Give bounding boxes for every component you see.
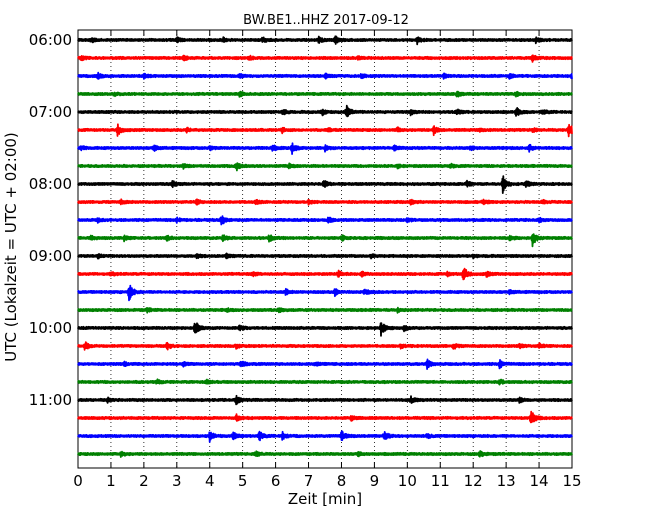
y-tick-label: 06:00: [29, 31, 72, 49]
x-tick-label: 13: [497, 472, 516, 490]
seismic-trace: [77, 410, 573, 424]
seismic-trace: [77, 54, 573, 63]
seismic-trace: [77, 123, 573, 138]
seismic-trace: [77, 215, 573, 226]
x-tick-labels: 0 1 2 3 4 5 6 7 8 9 10 11 12 13 14 15: [73, 472, 581, 490]
grid-lines: [110, 30, 540, 468]
y-tick-label: 08:00: [29, 175, 72, 193]
plot-frame: [77, 29, 573, 469]
x-tick-label: 5: [238, 472, 248, 490]
seismic-trace: [77, 142, 573, 156]
seismic-trace: [77, 322, 573, 337]
x-tick-label: 3: [172, 472, 182, 490]
seismic-trace: [77, 450, 573, 458]
x-tick-label: 9: [370, 472, 380, 490]
x-tick-label: 4: [205, 472, 215, 490]
x-tick-label: 6: [271, 472, 281, 490]
seismic-trace: [77, 90, 573, 98]
x-axis-label: Zeit [min]: [288, 490, 362, 508]
trace-group: [77, 35, 573, 458]
seismic-trace: [77, 267, 573, 281]
axis-ticks: [77, 30, 573, 468]
seismic-trace: [77, 233, 573, 248]
y-tick-labels: 06:00 07:00 08:00 09:00 10:00 11:00: [29, 31, 72, 409]
x-tick-label: 14: [530, 472, 549, 490]
seismic-trace: [77, 104, 573, 118]
seismic-trace: [77, 175, 573, 195]
seismic-trace: [77, 284, 573, 302]
x-tick-label: 12: [464, 472, 483, 490]
x-tick-label: 15: [562, 472, 581, 490]
seismic-trace: [77, 252, 573, 260]
x-tick-label: 2: [139, 472, 149, 490]
chart-title: BW.BE1..HHZ 2017-09-12: [243, 13, 409, 28]
seismic-trace: [77, 394, 573, 406]
x-tick-label: 10: [398, 472, 417, 490]
y-tick-label: 11:00: [29, 391, 72, 409]
x-tick-label: 7: [304, 472, 314, 490]
x-tick-label: 11: [431, 472, 450, 490]
y-tick-label: 09:00: [29, 247, 72, 265]
x-tick-label: 1: [106, 472, 116, 490]
seismic-trace: [77, 306, 573, 314]
seismic-trace: [77, 430, 573, 443]
seismic-trace: [77, 162, 573, 172]
y-tick-label: 07:00: [29, 103, 72, 121]
seismic-trace: [77, 358, 573, 371]
seismic-trace: [77, 71, 573, 80]
seismic-trace: [77, 198, 573, 206]
x-tick-label: 8: [337, 472, 347, 490]
seismic-trace: [77, 341, 573, 351]
seismic-trace: [77, 35, 573, 46]
seismic-trace: [77, 378, 573, 386]
y-axis-label: UTC (Lokalzeit = UTC + 02:00): [2, 132, 20, 362]
y-tick-label: 10:00: [29, 319, 72, 337]
x-tick-label: 0: [73, 472, 83, 490]
